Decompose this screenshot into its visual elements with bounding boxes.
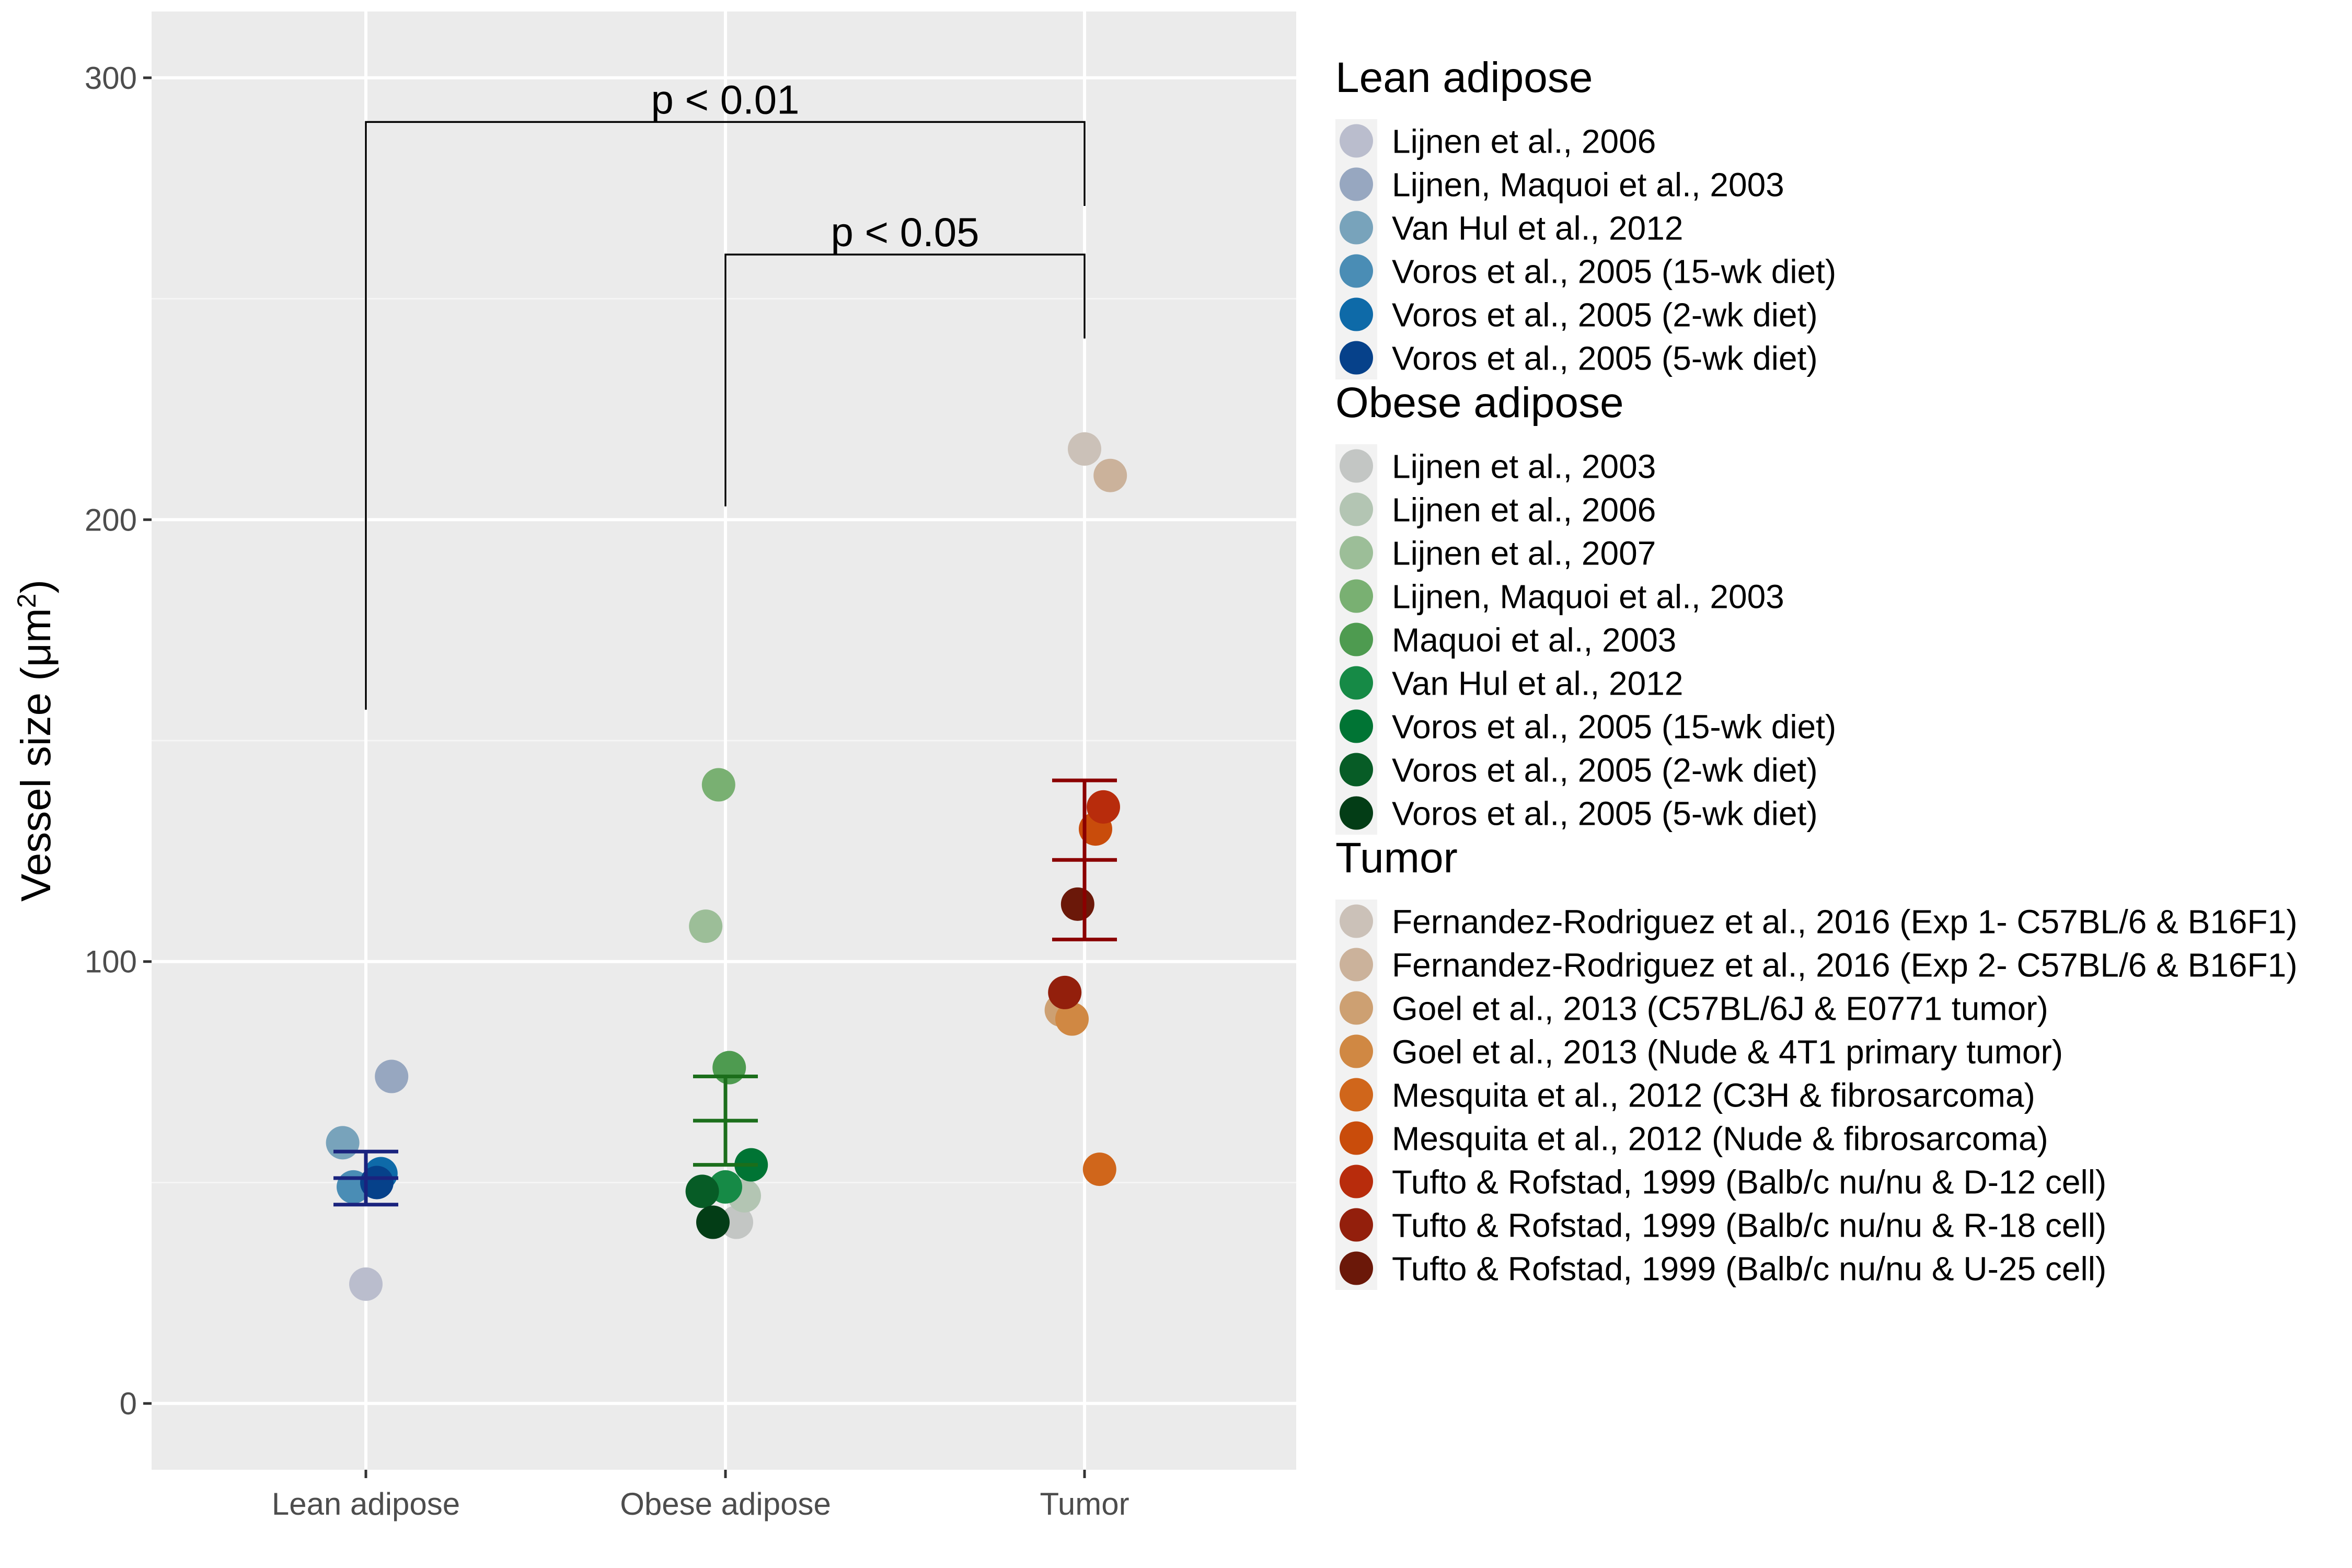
- data-point: [701, 768, 735, 802]
- x-tick-label: Obese adipose: [620, 1486, 831, 1521]
- legend-title: Lean adipose: [1335, 54, 1593, 101]
- legend-label: Lijnen et al., 2006: [1392, 491, 1656, 529]
- legend-label: Lijnen et al., 2006: [1392, 123, 1656, 160]
- significance-brackets: p < 0.01 p < 0.05: [365, 76, 1086, 710]
- legend-key: [1340, 297, 1373, 331]
- data-point: [1060, 887, 1094, 921]
- legend-label: Voros et al., 2005 (15-wk diet): [1392, 253, 1836, 291]
- legend-key: [1340, 1208, 1373, 1242]
- legend-label: Voros et al., 2005 (5-wk diet): [1392, 795, 1818, 833]
- legend-key: [1340, 991, 1373, 1025]
- y-tick-label: 0: [120, 1386, 137, 1421]
- legend-key: [1340, 1034, 1373, 1068]
- data-point: [1082, 1152, 1116, 1186]
- legend-group: Lean adipose Lijnen et al., 2006 Lijnen, M…: [1335, 54, 1836, 379]
- legend-label: Tufto & Rofstad, 1999 (Balb/c nu/nu & U-…: [1392, 1250, 2106, 1288]
- legend-key: [1340, 492, 1373, 526]
- legend-key: [1340, 449, 1373, 483]
- legend-label: Tufto & Rofstad, 1999 (Balb/c nu/nu & D-…: [1392, 1163, 2106, 1201]
- legend-group: Tumor Fernandez-Rodriguez et al., 2016 (E…: [1335, 834, 2298, 1290]
- legend-label: Voros et al., 2005 (5-wk diet): [1392, 340, 1818, 377]
- y-axis-title-close: ): [13, 580, 59, 594]
- legend-key: [1340, 124, 1373, 158]
- x-tick-label: Tumor: [1040, 1486, 1129, 1521]
- legend-label: Lijnen, Maquoi et al., 2003: [1392, 166, 1784, 204]
- legend-label: Voros et al., 2005 (2-wk diet): [1392, 752, 1818, 789]
- data-point: [375, 1059, 409, 1093]
- legend-label: Van Hul et al., 2012: [1392, 210, 1683, 247]
- data-point: [712, 1051, 746, 1085]
- x-axis: Lean adipose Obese adipose Tumor: [272, 1470, 1129, 1521]
- legend-key: [1340, 1165, 1373, 1198]
- significance-bracket: [365, 121, 1086, 710]
- y-axis-title-text: Vessel size (: [13, 667, 59, 902]
- legend-key: [1340, 1121, 1373, 1155]
- legend-key: [1340, 753, 1373, 787]
- legend-label: Lijnen et al., 2007: [1392, 535, 1656, 572]
- legend-key: [1340, 341, 1373, 375]
- legend-label: Lijnen, Maquoi et al., 2003: [1392, 578, 1784, 616]
- legend-title: Obese adipose: [1335, 379, 1624, 426]
- y-tick-label: 200: [85, 502, 137, 537]
- legend-key: [1340, 709, 1373, 743]
- data-point: [1068, 432, 1101, 466]
- data-point: [696, 1205, 730, 1239]
- y-axis-title: Vessel size (μm2): [12, 580, 59, 902]
- legend-label: Voros et al., 2005 (15-wk diet): [1392, 708, 1836, 746]
- x-tick-label: Lean adipose: [272, 1486, 460, 1521]
- legend-key: [1340, 254, 1373, 288]
- data-point: [1055, 1002, 1089, 1036]
- legend-key: [1340, 948, 1373, 982]
- legend-key: [1340, 622, 1373, 656]
- y-tick-label: 100: [85, 944, 137, 979]
- data-point: [360, 1166, 394, 1200]
- data-point: [1048, 975, 1082, 1009]
- legend-label: Maquoi et al., 2003: [1392, 621, 1676, 659]
- legend-label: Fernandez-Rodriguez et al., 2016 (Exp 2-…: [1392, 947, 2298, 984]
- legend: Lean adipose Lijnen et al., 2006 Lijnen, M…: [1335, 54, 2298, 1290]
- legend-key: [1340, 211, 1373, 245]
- legend-label: Lijnen et al., 2003: [1392, 448, 1656, 486]
- legend-key-background: [1335, 119, 1377, 379]
- data-point: [720, 1205, 753, 1239]
- legend-label: Mesquita et al., 2012 (C3H & fibrosarcom…: [1392, 1077, 2035, 1114]
- legend-label: Goel et al., 2013 (C57BL/6J & E0771 tumo…: [1392, 990, 2048, 1028]
- significance-label: p < 0.05: [831, 209, 979, 255]
- y-axis: 0 100 200 300: [85, 61, 152, 1421]
- data-point: [326, 1126, 360, 1160]
- legend-label: Goel et al., 2013 (Nude & 4T1 primary tu…: [1392, 1033, 2063, 1071]
- legend-title: Tumor: [1335, 834, 1458, 882]
- legend-label: Fernandez-Rodriguez et al., 2016 (Exp 1-…: [1392, 903, 2298, 941]
- legend-key: [1340, 1251, 1373, 1285]
- data-point: [689, 909, 723, 943]
- legend-key: [1340, 536, 1373, 570]
- legend-key: [1340, 796, 1373, 830]
- data-point: [349, 1267, 383, 1301]
- y-tick-label: 300: [85, 61, 137, 96]
- significance-label: p < 0.01: [651, 76, 799, 122]
- legend-key: [1340, 579, 1373, 613]
- legend-label: Voros et al., 2005 (2-wk diet): [1392, 296, 1818, 334]
- legend-label: Mesquita et al., 2012 (Nude & fibrosarco…: [1392, 1120, 2048, 1158]
- y-axis-title-sup: 2: [12, 594, 41, 608]
- data-point: [1087, 790, 1120, 824]
- legend-key: [1340, 904, 1373, 938]
- mean-error-bars: [333, 778, 1117, 1207]
- data-points: [326, 432, 1127, 1301]
- significance-bracket: [724, 253, 1086, 506]
- data-point: [685, 1174, 719, 1208]
- legend-label: Tufto & Rofstad, 1999 (Balb/c nu/nu & R-…: [1392, 1207, 2106, 1244]
- legend-key: [1340, 666, 1373, 700]
- legend-key: [1340, 167, 1373, 201]
- y-axis-title-unit: μm: [13, 608, 59, 667]
- data-point: [1093, 458, 1127, 492]
- legend-group: Obese adipose Lijnen et al., 2003 Lijnen e…: [1335, 379, 1836, 835]
- legend-key: [1340, 1078, 1373, 1112]
- legend-label: Van Hul et al., 2012: [1392, 665, 1683, 702]
